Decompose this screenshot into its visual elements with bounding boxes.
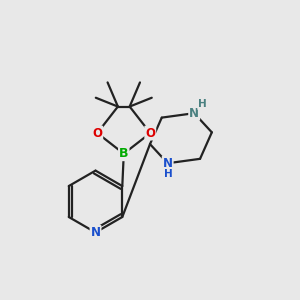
Text: N: N bbox=[91, 226, 100, 239]
Text: B: B bbox=[119, 147, 128, 160]
Text: N: N bbox=[189, 107, 199, 120]
Text: H: H bbox=[198, 99, 206, 110]
Text: H: H bbox=[164, 169, 172, 179]
Text: O: O bbox=[92, 127, 102, 140]
Text: O: O bbox=[145, 127, 155, 140]
Text: N: N bbox=[163, 157, 173, 170]
